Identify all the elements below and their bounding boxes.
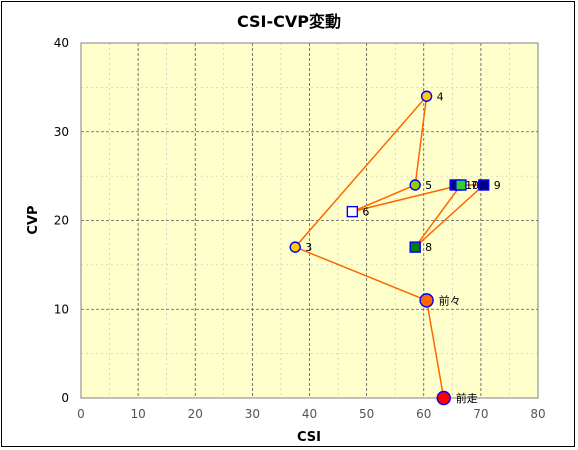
x-tick-label: 0 bbox=[77, 407, 85, 421]
point-label: 5 bbox=[425, 179, 432, 192]
chart-title: CSI-CVP変動 bbox=[237, 12, 341, 31]
grid-minor bbox=[81, 43, 538, 398]
point-label: 前走 bbox=[456, 391, 478, 405]
point-marker bbox=[409, 179, 421, 191]
point-marker bbox=[478, 179, 490, 191]
plot-border bbox=[80, 42, 539, 399]
x-tick-label: 40 bbox=[302, 407, 317, 421]
x-tick-label: 80 bbox=[530, 407, 545, 421]
x-tick-label: 60 bbox=[416, 407, 431, 421]
x-tick-label: 70 bbox=[473, 407, 488, 421]
point-marker bbox=[289, 241, 301, 253]
point-marker bbox=[409, 241, 421, 253]
point-label: 6 bbox=[362, 206, 369, 219]
x-axis-ticks: 0 10 20 30 40 50 60 70 80 bbox=[77, 407, 545, 421]
point-label: 10 bbox=[465, 179, 479, 192]
series-path bbox=[293, 93, 486, 399]
y-axis-ticks: 0 10 20 30 40 bbox=[54, 36, 69, 405]
x-tick-label: 20 bbox=[188, 407, 203, 421]
point-marker bbox=[420, 90, 433, 102]
x-tick-label: 50 bbox=[359, 407, 374, 421]
series-line bbox=[293, 93, 486, 399]
point-marker bbox=[436, 390, 451, 406]
point-label: 3 bbox=[305, 241, 312, 254]
x-tick-label: 30 bbox=[245, 407, 260, 421]
point-label: 4 bbox=[437, 90, 444, 103]
point-marker bbox=[455, 179, 467, 191]
y-axis-label: CVP bbox=[26, 205, 41, 234]
y-tick-label: 20 bbox=[54, 214, 69, 228]
y-tick-label: 40 bbox=[54, 36, 69, 50]
point-labels: 前走 前々 3 4 5 6 7 8 9 10 bbox=[305, 90, 501, 405]
point-label: 7 bbox=[471, 179, 478, 192]
point-label: 前々 bbox=[439, 293, 461, 307]
point-marker bbox=[419, 293, 434, 308]
y-tick-label: 30 bbox=[54, 125, 69, 139]
y-tick-label: 10 bbox=[54, 302, 69, 316]
x-axis-label: CSI bbox=[297, 430, 321, 445]
y-tick-label: 0 bbox=[61, 391, 69, 405]
grid-major bbox=[81, 43, 538, 398]
point-label: 9 bbox=[494, 179, 501, 192]
point-marker bbox=[346, 205, 359, 218]
x-tick-label: 10 bbox=[130, 407, 145, 421]
series-markers bbox=[289, 90, 490, 406]
point-label: 8 bbox=[425, 241, 432, 254]
